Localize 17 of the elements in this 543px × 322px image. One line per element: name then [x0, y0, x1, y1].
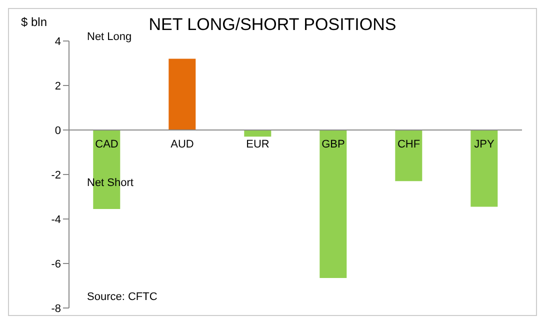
y-tick-label: -2 — [51, 169, 61, 182]
y-tick-label: 0 — [54, 124, 61, 137]
x-tick-label: CAD — [95, 138, 118, 150]
y-tick-label: 4 — [54, 36, 61, 48]
y-tick-label: -4 — [51, 214, 61, 226]
y-axis-title: $ bln — [21, 15, 48, 29]
x-tick-label: CHF — [397, 138, 420, 150]
x-tick-label: JPY — [474, 138, 495, 150]
x-tick-label: EUR — [246, 138, 270, 150]
x-tick-label: AUD — [170, 138, 194, 150]
y-tick-label: -6 — [51, 258, 61, 270]
annotation: Source: CFTC — [87, 291, 158, 303]
chart-title: NET LONG/SHORT POSITIONS — [148, 15, 396, 34]
y-tick-label: 2 — [54, 80, 61, 92]
y-tick-label: -8 — [51, 302, 61, 315]
annotation: Net Long — [87, 31, 132, 43]
x-tick-label: GBP — [322, 138, 345, 150]
